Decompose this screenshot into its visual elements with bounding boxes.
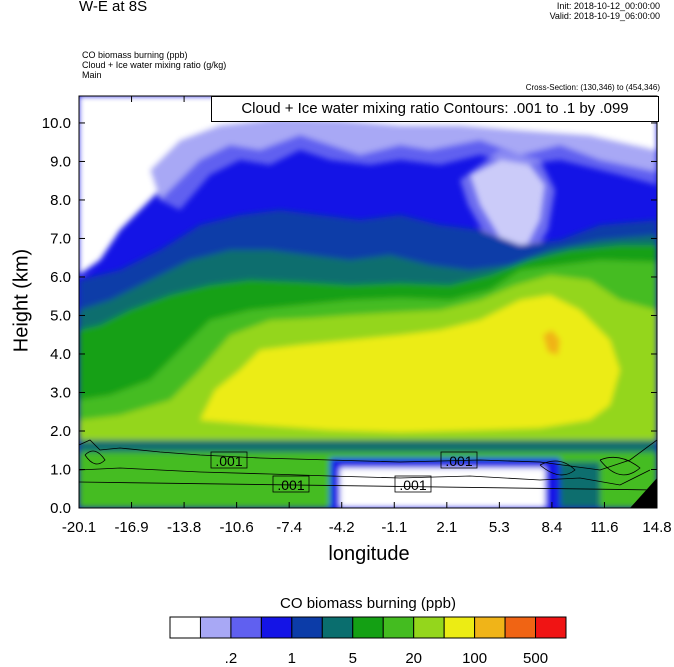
colorbar-title: CO biomass burning (ppb) (280, 595, 456, 612)
y-tick-label: 7.0 (50, 230, 71, 247)
y-tick-label: 3.0 (50, 384, 71, 401)
colorbar-tick-label: .2 (225, 650, 238, 667)
colorbar-swatch (535, 616, 567, 639)
contour-label-box (394, 475, 432, 493)
field-list: CO biomass burning (ppb) Cloud + Ice wat… (82, 50, 226, 80)
colorbar-tick-label: 5 (349, 650, 357, 667)
co-field (79, 96, 657, 508)
contour-label-box (440, 451, 478, 469)
colorbar-swatch (504, 616, 537, 639)
colorbar: .2 1 5 20 100 500 (169, 616, 567, 667)
field-main: Main (82, 70, 102, 80)
y-tick-label: 4.0 (50, 346, 71, 363)
colorbar-swatch (230, 616, 262, 639)
cross-section-label: Cross-Section: (130,346) to (454,346) (525, 83, 660, 92)
x-tick-label: -4.2 (329, 519, 355, 536)
y-axis: 0.0 1.0 2.0 3.0 4.0 5.0 6.0 7.0 8.0 9.0 10.0 (42, 115, 657, 517)
y-tick-label: 6.0 (50, 269, 71, 286)
colorbar-swatch (260, 616, 293, 639)
colorbar-swatch (382, 616, 415, 639)
colorbar-swatch (474, 616, 506, 639)
y-tick-label: 10.0 (42, 115, 71, 132)
colorbar-tick-label: 500 (523, 650, 548, 667)
x-tick-label: 11.6 (590, 519, 618, 536)
colorbar-tick-label: 100 (462, 650, 487, 667)
colorbar-tick-label: 1 (288, 650, 296, 667)
field-cloud: Cloud + Ice water mixing ratio (g/kg) (82, 60, 227, 70)
y-tick-label: 8.0 (50, 192, 71, 209)
colorbar-swatch (291, 616, 323, 639)
x-tick-label: 14.8 (642, 519, 671, 536)
y-tick-label: 5.0 (50, 307, 71, 324)
x-axis: -20.1 -16.9 -13.8 -10.6 -7.4 -4.2 -1.1 2.1 5.3 8.… (62, 96, 672, 536)
contour-label-box (272, 475, 310, 493)
x-tick-label: 8.4 (541, 519, 562, 536)
x-tick-label: 2.1 (436, 519, 457, 536)
y-tick-label: 0.0 (50, 500, 71, 517)
y-tick-label: 1.0 (50, 461, 71, 478)
colorbar-swatch (443, 616, 476, 639)
init-valid-times: Init: 2018-10-12_00:00:00 Valid: 2018-10… (510, 1, 660, 21)
colorbar-swatch (169, 616, 201, 639)
field-co: CO biomass burning (ppb) (82, 50, 188, 60)
contour-label: .001 (215, 453, 242, 469)
x-tick-label: -7.4 (276, 519, 302, 536)
y-tick-label: 2.0 (50, 423, 71, 440)
x-axis-label: longitude (328, 543, 410, 565)
contour-label: .001 (277, 477, 304, 493)
x-tick-label: -10.6 (220, 519, 254, 536)
contour-lines (79, 439, 657, 491)
x-tick-label: -13.8 (167, 519, 201, 536)
x-tick-label: -16.9 (114, 519, 148, 536)
y-tick-label: 9.0 (50, 153, 71, 170)
y-axis-label: Height (km) (10, 248, 33, 353)
x-tick-label: -1.1 (381, 519, 407, 536)
chart-title: W-E at 8S (79, 0, 148, 15)
valid-time: Valid: 2018-10-19_06:00:00 (549, 11, 660, 21)
colorbar-swatch (199, 616, 232, 639)
x-tick-label: -20.1 (62, 519, 96, 536)
colorbar-swatch (321, 616, 354, 639)
colorbar-swatch (413, 616, 445, 639)
x-tick-label: 5.3 (489, 519, 510, 536)
contour-label: .001 (445, 453, 472, 469)
colorbar-swatch (352, 616, 384, 639)
colorbar-tick-label: 20 (405, 650, 422, 667)
contour-info-box: Cloud + Ice water mixing ratio Contours:… (211, 96, 659, 122)
init-time: Init: 2018-10-12_00:00:00 (556, 1, 660, 11)
contour-label-box (210, 451, 248, 469)
contour-label-group: .001 .001 .001 .001 (210, 451, 478, 493)
contour-label: .001 (399, 477, 426, 493)
